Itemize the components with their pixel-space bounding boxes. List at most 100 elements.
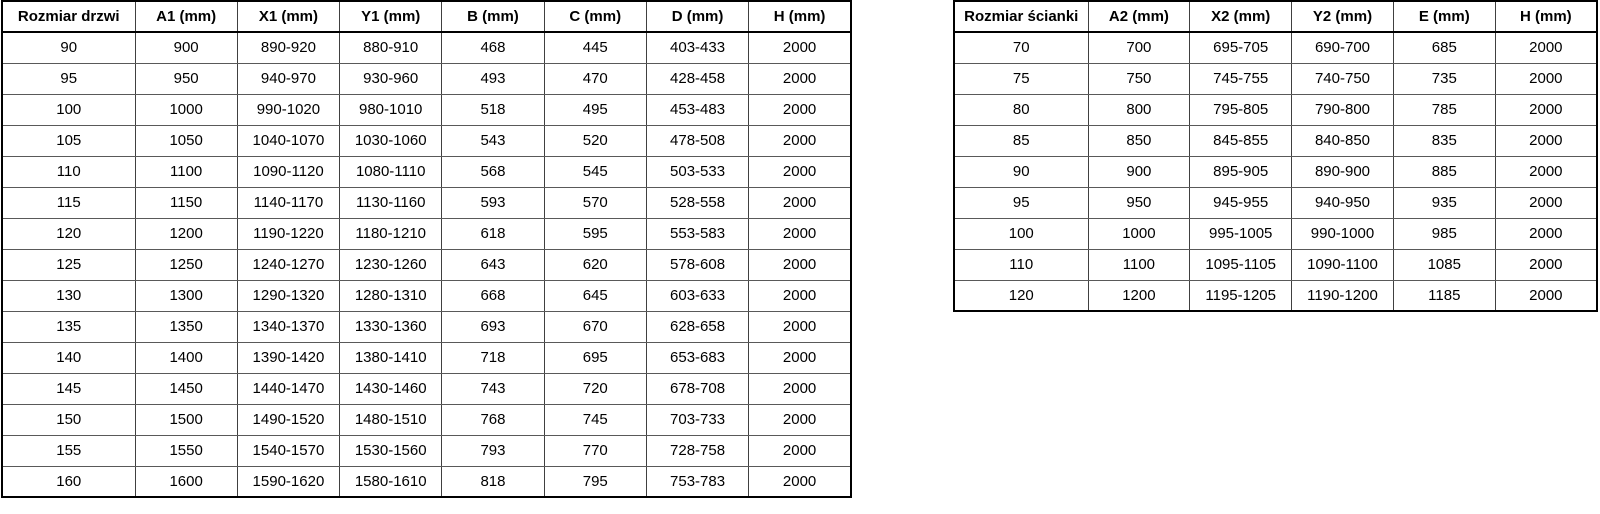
table-cell: 1200 (1087, 279, 1191, 312)
table-cell: 718 (441, 341, 545, 374)
column-header: Rozmiar drzwi (1, 1, 136, 33)
header-row: Rozmiar ścianki A2 (mm) X2 (mm) Y2 (mm) E (m… (953, 1, 1598, 33)
table-cell: 1240-1270 (236, 248, 341, 281)
table-cell: 1600 (134, 465, 238, 498)
table-cell: 935 (1392, 186, 1496, 219)
table-cell: 850 (1087, 124, 1191, 157)
table-cell: 880-910 (339, 31, 443, 64)
table-cell: 120 (953, 279, 1089, 312)
table-cell: 493 (441, 62, 545, 95)
table-cell: 693 (441, 310, 545, 343)
column-header: D (mm) (645, 1, 750, 33)
table-cell: 1450 (134, 372, 238, 405)
table-cell: 1580-1610 (339, 465, 443, 498)
table-cell: 890-900 (1291, 155, 1394, 188)
table-cell: 1050 (134, 124, 238, 157)
table-cell: 930-960 (339, 62, 443, 95)
table-cell: 115 (1, 186, 136, 219)
table-cell: 70 (953, 31, 1089, 64)
table-cell: 795 (543, 465, 647, 498)
table-cell: 1440-1470 (236, 372, 341, 405)
column-header: X2 (mm) (1189, 1, 1293, 33)
table-cell: 900 (1087, 155, 1191, 188)
table-cell: 2000 (1494, 62, 1598, 95)
table-cell: 985 (1392, 217, 1496, 250)
table-cell: 135 (1, 310, 136, 343)
table-row: 110 1100 1095-1105 1090-1100 1085 2000 (953, 248, 1598, 281)
table-cell: 995-1005 (1189, 217, 1293, 250)
table-cell: 703-733 (645, 403, 750, 436)
table-cell: 800 (1087, 93, 1191, 126)
table-row: 90 900 890-920 880-910 468 445 403-433 2000 (1, 31, 852, 64)
table-cell: 768 (441, 403, 545, 436)
table-cell: 1180-1210 (339, 217, 443, 250)
table-row: 120 1200 1190-1220 1180-1210 618 595 553-583 20… (1, 217, 852, 250)
table-row: 90 900 895-905 890-900 885 2000 (953, 155, 1598, 188)
table-row: 85 850 845-855 840-850 835 2000 (953, 124, 1598, 157)
table-cell: 1490-1520 (236, 403, 341, 436)
table-row: 125 1250 1240-1270 1230-1260 643 620 578-608 20… (1, 248, 852, 281)
column-header: A2 (mm) (1087, 1, 1191, 33)
table-cell: 2000 (1494, 186, 1598, 219)
table-cell: 2000 (748, 434, 852, 467)
table-cell: 2000 (1494, 124, 1598, 157)
column-header: Rozmiar ścianki (953, 1, 1089, 33)
table-cell: 553-583 (645, 217, 750, 250)
table-cell: 2000 (748, 31, 852, 64)
column-header: C (mm) (543, 1, 647, 33)
table-row: 100 1000 995-1005 990-1000 985 2000 (953, 217, 1598, 250)
table-cell: 570 (543, 186, 647, 219)
table-cell: 890-920 (236, 31, 341, 64)
column-header: E (mm) (1392, 1, 1496, 33)
table-row: 150 1500 1490-1520 1480-1510 768 745 703-733 20… (1, 403, 852, 436)
door-size-table: Rozmiar drzwi A1 (mm) X1 (mm) Y1 (mm) B (mm)… (1, 0, 852, 498)
table-cell: 645 (543, 279, 647, 312)
table-cell: 678-708 (645, 372, 750, 405)
table-cell: 700 (1087, 31, 1191, 64)
table-cell: 620 (543, 248, 647, 281)
column-header: B (mm) (441, 1, 545, 33)
column-header: A1 (mm) (134, 1, 238, 33)
table-row: 95 950 940-970 930-960 493 470 428-458 2000 (1, 62, 852, 95)
table-cell: 1390-1420 (236, 341, 341, 374)
table-cell: 2000 (748, 372, 852, 405)
table-cell: 940-950 (1291, 186, 1394, 219)
table-cell: 895-905 (1189, 155, 1293, 188)
column-header: H (mm) (1494, 1, 1598, 33)
table-cell: 2000 (748, 124, 852, 157)
table-cell: 728-758 (645, 434, 750, 467)
table-cell: 1000 (1087, 217, 1191, 250)
table-cell: 1130-1160 (339, 186, 443, 219)
table-row: 135 1350 1340-1370 1330-1360 693 670 628-658 20… (1, 310, 852, 343)
table-row: 80 800 795-805 790-800 785 2000 (953, 93, 1598, 126)
table-row: 155 1550 1540-1570 1530-1560 793 770 728-758 20… (1, 434, 852, 467)
table-cell: 643 (441, 248, 545, 281)
table-cell: 160 (1, 465, 136, 498)
table-cell: 518 (441, 93, 545, 126)
table-cell: 1540-1570 (236, 434, 341, 467)
table-cell: 95 (1, 62, 136, 95)
column-header: Y2 (mm) (1291, 1, 1394, 33)
table-cell: 1150 (134, 186, 238, 219)
table-cell: 568 (441, 155, 545, 188)
table-cell: 520 (543, 124, 647, 157)
table-row: 110 1100 1090-1120 1080-1110 568 545 503-533 20… (1, 155, 852, 188)
table-cell: 793 (441, 434, 545, 467)
table-cell: 2000 (748, 403, 852, 436)
table-cell: 950 (1087, 186, 1191, 219)
table-cell: 1095-1105 (1189, 248, 1293, 281)
table-cell: 145 (1, 372, 136, 405)
table-cell: 1185 (1392, 279, 1496, 312)
table-cell: 95 (953, 186, 1089, 219)
table-cell: 745-755 (1189, 62, 1293, 95)
table-cell: 1040-1070 (236, 124, 341, 157)
table-cell: 845-855 (1189, 124, 1293, 157)
table-row: 70 700 695-705 690-700 685 2000 (953, 31, 1598, 64)
table-cell: 100 (1, 93, 136, 126)
table-row: 105 1050 1040-1070 1030-1060 543 520 478-508 20… (1, 124, 852, 157)
table-cell: 2000 (748, 217, 852, 250)
table-cell: 1290-1320 (236, 279, 341, 312)
table-cell: 1480-1510 (339, 403, 443, 436)
table-cell: 1090-1100 (1291, 248, 1394, 281)
table-cell: 1085 (1392, 248, 1496, 281)
